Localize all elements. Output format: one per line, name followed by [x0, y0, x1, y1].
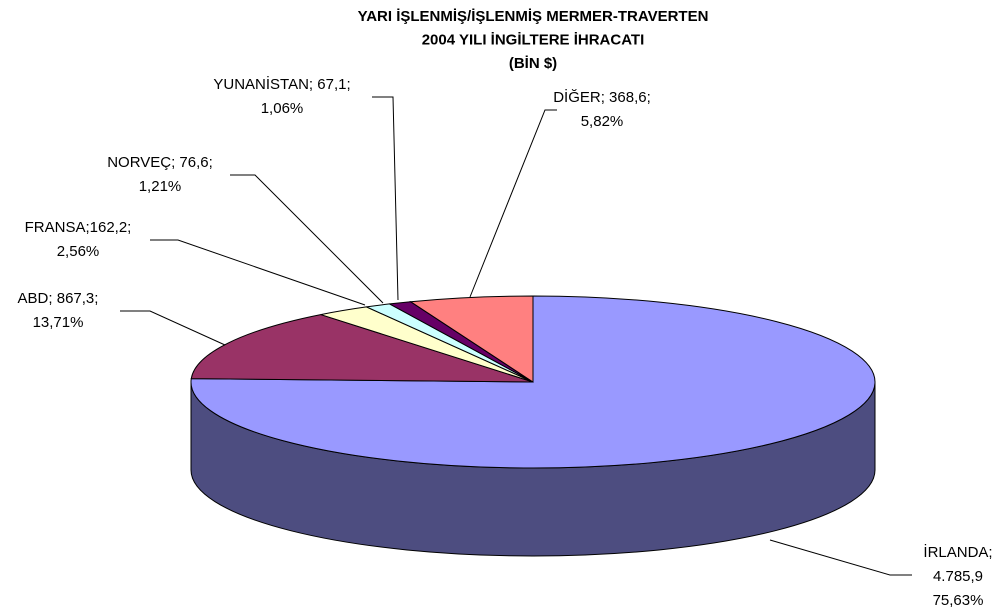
leader-line	[150, 239, 366, 306]
data-label: DİĞER; 368,6;	[553, 88, 651, 106]
data-label: 4.785,9	[933, 568, 983, 585]
data-label: 1,06%	[261, 100, 304, 117]
chart-title: (BİN $)	[509, 55, 557, 72]
data-label: 2,56%	[57, 243, 100, 260]
leader-line	[372, 96, 399, 301]
chart-title: YARI İŞLENMİŞ/İŞLENMİŞ MERMER-TRAVERTEN	[358, 8, 709, 25]
pie-slice	[409, 295, 534, 383]
data-label: FRANSA;162,2;	[25, 219, 132, 236]
data-label: 75,63%	[933, 592, 984, 609]
data-label: 5,82%	[581, 113, 624, 130]
data-label: 1,21%	[139, 178, 182, 195]
data-label: ABD; 867,3;	[18, 290, 99, 307]
data-label: YUNANİSTAN; 67,1;	[213, 75, 350, 93]
leader-line	[230, 174, 384, 304]
leader-line	[469, 109, 557, 298]
leader-line	[769, 539, 912, 576]
leader-line	[120, 310, 226, 346]
data-label: 13,71%	[33, 314, 84, 331]
data-label: İRLANDA;	[923, 543, 992, 561]
pie-slice	[190, 314, 534, 383]
chart-title: 2004 YILI İNGİLTERE İHRACATI	[422, 31, 645, 48]
data-label: NORVEÇ; 76,6;	[107, 154, 213, 171]
